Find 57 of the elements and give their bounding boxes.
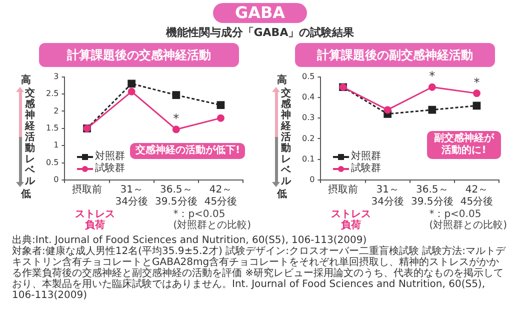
annotation: 副交感神経が活動的に! bbox=[427, 131, 501, 159]
text: 機能性関与成分「GABA」の試験結果 bbox=[164, 25, 356, 40]
text: 交感神経活動レベル bbox=[281, 88, 291, 186]
y-tick-label: 2.5 bbox=[46, 89, 59, 98]
point bbox=[428, 83, 436, 91]
x-tick-label: 36.5～39.5分後 bbox=[411, 184, 454, 208]
text: *：p<0.05 (対照群との比較) bbox=[173, 209, 251, 231]
annotation: * bbox=[173, 112, 180, 126]
y-tick-label: 1 bbox=[54, 140, 59, 150]
text: 高 bbox=[21, 73, 31, 87]
x-tick-label: 摂取前 bbox=[72, 184, 102, 196]
text: ストレス負荷 bbox=[330, 209, 372, 231]
source-note: 出典:Int. Journal of Food Sciences and Nutrition, 60(S5), 106-113(2009) bbox=[12, 235, 368, 246]
text: ストレス負荷 bbox=[74, 209, 116, 231]
point bbox=[128, 80, 136, 88]
y-tick-label: 0.2 bbox=[302, 134, 315, 143]
x-tick-label: 42～45分後 bbox=[204, 184, 238, 208]
point bbox=[172, 91, 180, 99]
x-tick-label: 摂取前 bbox=[328, 184, 358, 196]
point bbox=[128, 88, 136, 96]
text: GABA bbox=[212, 3, 308, 23]
y-tick-label: 0.5 bbox=[302, 72, 315, 81]
chart-title: 計算課題後の交感神経活動 bbox=[39, 43, 239, 67]
text: 高 bbox=[277, 73, 287, 87]
y-tick-label: 2 bbox=[54, 106, 59, 116]
text: 交感神経活動レベル bbox=[25, 88, 35, 186]
legend-label: 対照群 bbox=[95, 151, 125, 162]
y-tick-label: 3 bbox=[54, 72, 59, 81]
point bbox=[428, 106, 436, 114]
y-tick-label: 0.4 bbox=[302, 92, 315, 102]
legend-label: 対照群 bbox=[351, 151, 381, 162]
point bbox=[384, 106, 392, 114]
y-tick-label: 0.3 bbox=[302, 113, 315, 122]
point bbox=[472, 102, 481, 110]
annotation: * bbox=[429, 69, 436, 84]
legend-label: 試験群 bbox=[351, 163, 381, 175]
x-tick-label: 31～34分後 bbox=[115, 184, 148, 208]
point bbox=[472, 90, 480, 98]
text: 低 bbox=[277, 188, 287, 201]
point bbox=[216, 101, 225, 109]
x-tick-label: 36.5～39.5分後 bbox=[155, 184, 198, 208]
text: 対象者:健康な成人男性12名(平均35.9±5.2才) 試験デザイン:クロスオーバー二重盲検試験 試験方法:マルトデキストリン含有チョコレートとGABA28mg含有チョコレートをそれぞれ単回摂取し、精神的ストレスがかかる作業負荷後の交感神経と副交感神経の活動を評価 ※研究レビュー採用論文のうち、代表的なものを掲示しており、本製品を用いた臨床試験ではありません。Int. Journal of Food Sciences and Nutrition, 60(S5), 106-113(2009) bbox=[12, 246, 507, 301]
y-tick-label: 0.1 bbox=[302, 154, 315, 164]
annotation: 交感神経の活動が低下! bbox=[130, 143, 245, 159]
point bbox=[216, 114, 224, 122]
text: 低 bbox=[21, 188, 31, 201]
x-tick-label: 42～45分後 bbox=[460, 184, 494, 208]
y-tick-label: 1.5 bbox=[46, 123, 59, 132]
y-tick-label: 0.5 bbox=[46, 158, 59, 167]
point bbox=[172, 126, 180, 134]
y-tick-label: 0 bbox=[310, 175, 315, 184]
x-tick-label: 31～34分後 bbox=[371, 184, 404, 208]
chart-title: 計算課題後の副交感神経活動 bbox=[295, 43, 495, 67]
y-tick-label: 0 bbox=[54, 175, 59, 184]
annotation: * bbox=[474, 75, 480, 90]
legend-label: 試験群 bbox=[95, 163, 125, 175]
text: *：p<0.05 (対照群との比較) bbox=[429, 209, 507, 231]
